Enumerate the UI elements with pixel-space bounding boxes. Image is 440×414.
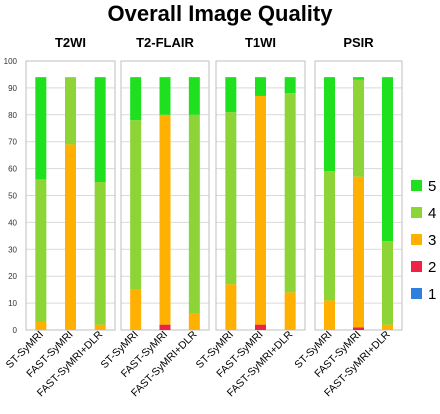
panel-title: PSIR bbox=[343, 35, 374, 50]
legend-swatch bbox=[411, 234, 422, 245]
bar-segment-st-symri-score-5 bbox=[225, 77, 237, 113]
bar-segment-fast-symri-dlr-score-5 bbox=[188, 77, 200, 115]
bar-segment-fast-symri-dlr-score-3 bbox=[94, 324, 106, 330]
y-tick-label: 90 bbox=[8, 84, 17, 93]
y-tick-label: 50 bbox=[8, 192, 17, 201]
bar-segment-fast-symri-score-3 bbox=[159, 114, 171, 325]
bar-segment-st-symri-score-4 bbox=[130, 120, 142, 290]
bar-segment-fast-symri-dlr-score-4 bbox=[94, 182, 106, 325]
bar-segment-fast-symri-score-5 bbox=[255, 77, 266, 96]
bar-segment-fast-symri-dlr-score-4 bbox=[188, 114, 200, 314]
y-tick-label: 80 bbox=[8, 111, 17, 120]
bar-segment-fast-symri-dlr-score-3 bbox=[284, 292, 296, 330]
bar-segment-st-symri-score-3 bbox=[225, 284, 237, 330]
legend-swatch bbox=[411, 207, 422, 218]
bar-segment-fast-symri-score-2 bbox=[353, 327, 364, 330]
bar-segment-fast-symri-dlr-score-4 bbox=[284, 93, 296, 293]
bar-segment-st-symri-score-4 bbox=[225, 112, 237, 285]
bar-segment-fast-symri-score-4 bbox=[353, 79, 364, 177]
legend-swatch bbox=[411, 288, 422, 299]
bar-segment-st-symri-score-3 bbox=[35, 321, 47, 330]
y-tick-label: 100 bbox=[4, 57, 18, 66]
bar-segment-fast-symri-dlr-score-5 bbox=[284, 77, 296, 94]
bar-segment-fast-symri-score-2 bbox=[159, 324, 171, 330]
legend-label: 5 bbox=[428, 178, 436, 195]
legend-label: 2 bbox=[428, 259, 436, 276]
legend-label: 3 bbox=[428, 232, 436, 249]
legend-swatch bbox=[411, 180, 422, 191]
bar-segment-fast-symri-score-3 bbox=[353, 176, 364, 328]
bar-segment-fast-symri-dlr-score-3 bbox=[188, 313, 200, 330]
bar-segment-st-symri-score-5 bbox=[324, 77, 335, 172]
chart-title: Overall Image Quality bbox=[108, 1, 334, 26]
bar-segment-fast-symri-score-3 bbox=[65, 144, 76, 330]
panel-title: T2-FLAIR bbox=[136, 35, 194, 50]
panel-title: T2WI bbox=[55, 35, 86, 50]
bar-segment-st-symri-score-4 bbox=[35, 179, 47, 322]
bar-segment-st-symri-score-5 bbox=[35, 77, 47, 180]
bar-segment-fast-symri-score-3 bbox=[255, 95, 266, 325]
bar-segment-st-symri-score-3 bbox=[324, 300, 335, 330]
chart-panels: 0 10 20 30 40 50 60 70 80 90 100T2WIST-SyMRIFAST-S… bbox=[4, 35, 403, 399]
bar-segment-fast-symri-score-4 bbox=[65, 77, 76, 145]
bar-segment-fast-symri-dlr-score-5 bbox=[382, 77, 393, 242]
legend-label: 1 bbox=[428, 286, 436, 303]
bar-segment-st-symri-score-4 bbox=[324, 171, 335, 301]
y-tick-label: 70 bbox=[8, 138, 17, 147]
y-tick-label: 20 bbox=[8, 272, 17, 281]
panel-title: T1WI bbox=[245, 35, 276, 50]
bar-segment-fast-symri-score-2 bbox=[255, 324, 266, 330]
legend-label: 4 bbox=[428, 205, 436, 222]
bar-segment-fast-symri-score-5 bbox=[159, 77, 171, 115]
bar-segment-fast-symri-dlr-score-4 bbox=[382, 241, 393, 325]
chart-legend: 5 4 3 2 1 bbox=[411, 178, 436, 303]
bar-segment-fast-symri-dlr-score-5 bbox=[94, 77, 106, 183]
y-tick-label: 60 bbox=[8, 165, 17, 174]
legend-swatch bbox=[411, 261, 422, 272]
bar-segment-fast-symri-score-5 bbox=[353, 77, 364, 80]
bar-segment-st-symri-score-3 bbox=[130, 289, 142, 330]
bar-segment-st-symri-score-5 bbox=[130, 77, 142, 121]
y-tick-label: 10 bbox=[8, 299, 17, 308]
y-tick-label: 0 bbox=[13, 326, 18, 335]
y-tick-label: 40 bbox=[8, 218, 17, 227]
y-tick-label: 30 bbox=[8, 245, 17, 254]
bar-segment-fast-symri-dlr-score-3 bbox=[382, 324, 393, 330]
